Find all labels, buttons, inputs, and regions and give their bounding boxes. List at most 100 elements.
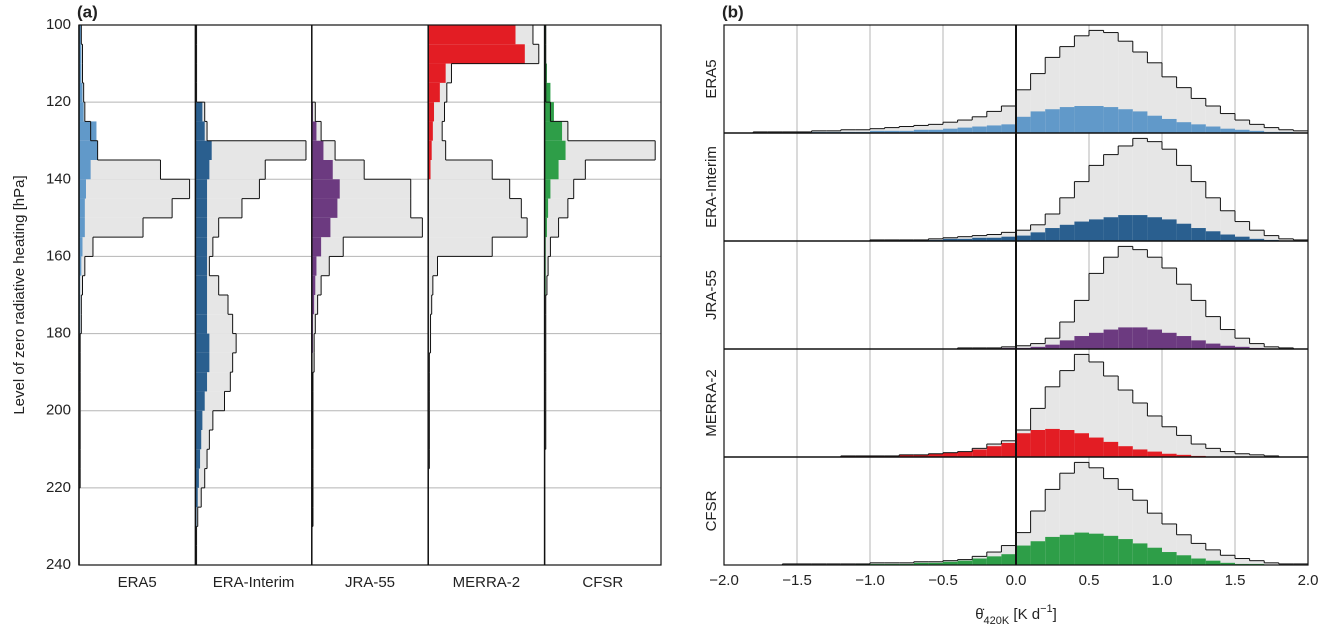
subset-bar	[79, 25, 82, 45]
subset-bar	[311, 179, 340, 199]
facet-label: MERRA-2	[453, 574, 521, 591]
total-bar	[1191, 181, 1206, 241]
subset-bar	[1016, 235, 1031, 241]
total-bar	[1118, 246, 1133, 349]
subset-bar	[1205, 231, 1221, 241]
subset-bar	[1249, 238, 1265, 241]
x-axis-label-part: ]	[1053, 606, 1057, 623]
subset-bar	[79, 121, 97, 141]
total-bar	[884, 127, 900, 133]
total-bar	[544, 140, 656, 160]
subset-bar	[311, 295, 315, 315]
total-bar	[79, 256, 85, 276]
subset-bar	[195, 217, 208, 238]
subset-bar	[195, 410, 203, 430]
subset-bar	[195, 449, 201, 469]
facet-label: ERA-Interim	[213, 574, 295, 591]
subset-bar	[986, 125, 1002, 133]
subset-bar	[1205, 560, 1221, 565]
y-tick-label: 120	[46, 93, 71, 110]
total-bar	[1162, 426, 1177, 457]
subset-bar	[1176, 336, 1192, 349]
total-bar	[1147, 415, 1162, 457]
total-bar	[1074, 354, 1089, 457]
total-bar	[1147, 257, 1162, 349]
subset-bar	[1205, 126, 1221, 133]
plot-frame	[78, 24, 662, 566]
subset-bar	[1132, 111, 1148, 133]
subset-bar	[928, 129, 943, 133]
subset-bar	[1045, 109, 1060, 133]
total-bar	[1132, 403, 1148, 457]
facet-label: CFSR	[582, 574, 623, 591]
total-bar	[1278, 129, 1294, 133]
total-bar	[195, 179, 260, 199]
subset-bar	[884, 130, 900, 133]
total-bar	[1278, 238, 1294, 241]
subset-bar	[311, 237, 322, 257]
total-bar	[840, 129, 856, 133]
subset-bar	[1249, 130, 1265, 133]
subset-bar	[195, 256, 208, 276]
total-bar	[1030, 343, 1046, 349]
total-bar	[311, 102, 316, 122]
subset-bar	[957, 238, 973, 241]
subset-bar	[1045, 344, 1060, 349]
x-tick-label: −0.5	[928, 572, 958, 589]
subset-bar	[428, 140, 432, 160]
subset-bar	[943, 238, 958, 241]
subset-bar	[195, 391, 205, 411]
subset-bar	[1220, 345, 1235, 349]
total-bar	[428, 217, 528, 238]
subset-bar	[1162, 118, 1177, 133]
panel-title: (b)	[722, 2, 744, 21]
total-bar	[544, 217, 559, 238]
subset-bar	[195, 295, 208, 315]
x-tick-label: 2.0	[1298, 572, 1319, 589]
total-bar	[1264, 562, 1279, 565]
subset-bar	[1016, 545, 1031, 565]
total-bar	[855, 129, 870, 133]
subset-bar	[428, 102, 435, 122]
total-bar	[1147, 62, 1162, 133]
subset-bar	[1220, 234, 1235, 241]
subset-bar	[1162, 219, 1177, 241]
total-bar	[311, 275, 322, 295]
subset-bar	[1191, 228, 1206, 241]
subset-bar	[1162, 552, 1177, 565]
total-bar	[1235, 221, 1250, 241]
y-tick-label: 180	[46, 325, 71, 342]
total-bar	[1001, 346, 1016, 349]
total-bar	[428, 198, 522, 218]
total-bar	[79, 237, 93, 257]
subset-bar	[1030, 346, 1046, 349]
subset-bar	[195, 160, 210, 180]
total-bar	[428, 256, 438, 276]
total-bar	[428, 160, 493, 180]
subset-bar	[195, 468, 199, 488]
subset-bar	[972, 126, 987, 133]
panel-title: (a)	[77, 2, 98, 21]
subset-bar	[544, 198, 549, 218]
subset-bar	[1059, 107, 1075, 133]
total-bar	[1147, 141, 1162, 241]
subset-bar	[870, 130, 885, 133]
total-bar	[1205, 106, 1221, 133]
subset-bar	[544, 179, 551, 199]
y-tick-label: 140	[46, 170, 71, 187]
subset-bar	[1045, 536, 1060, 565]
total-bar	[928, 124, 943, 133]
subset-bar	[311, 121, 317, 141]
subset-bar	[986, 446, 1002, 457]
facet-label: ERA5	[703, 59, 720, 98]
x-axis-label: θ̇420K [K d−1]	[975, 603, 1057, 627]
subset-bar	[986, 237, 1002, 241]
subset-bar	[1016, 433, 1031, 457]
facet-label: MERRA-2	[703, 369, 720, 437]
subset-bar	[1059, 340, 1075, 349]
subset-bar	[913, 562, 929, 565]
total-bar	[1045, 338, 1060, 349]
subset-bar	[195, 275, 208, 295]
total-bar	[195, 160, 266, 180]
